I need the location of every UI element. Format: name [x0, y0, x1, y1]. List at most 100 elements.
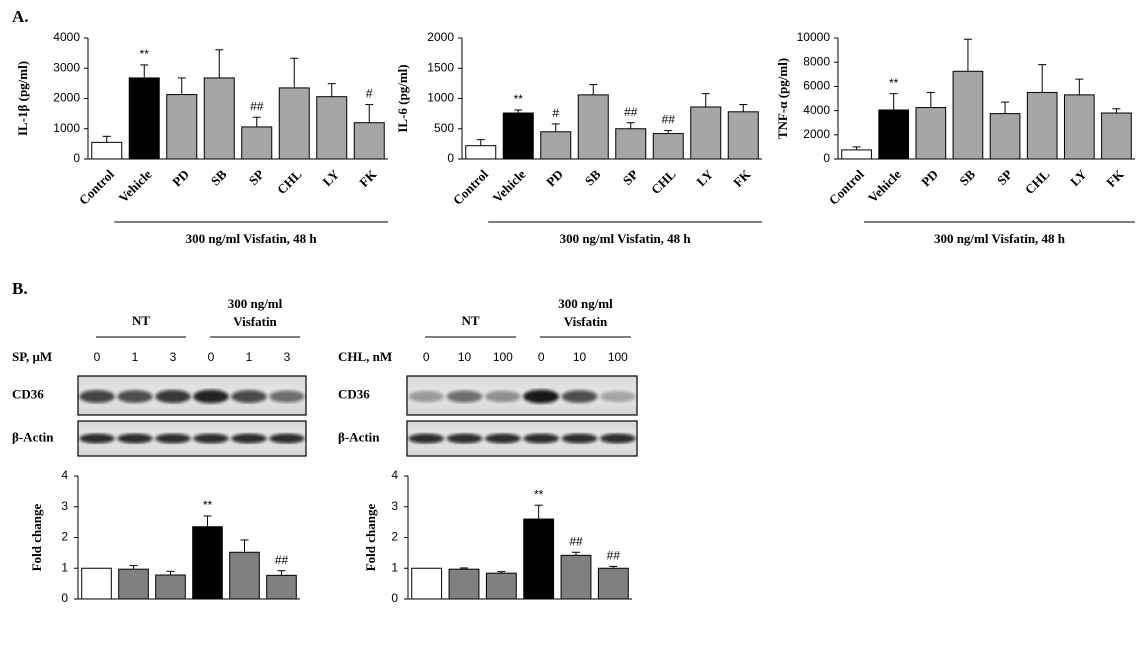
y-tick-label: 8000 — [803, 54, 830, 68]
blot-band — [446, 390, 483, 403]
significance-label: # — [366, 87, 373, 101]
blot-band — [117, 390, 153, 403]
x-tick-label: FK — [356, 166, 380, 190]
blot-label: CD36 — [338, 386, 370, 401]
significance-label: ** — [140, 47, 150, 61]
blot-image — [406, 375, 638, 416]
group-label: 300 ng/ml Visfatin, 48 h — [186, 231, 318, 246]
group-label: 300 ng/ml Visfatin, 48 h — [934, 231, 1066, 246]
group-label: NT — [461, 313, 479, 328]
y-tick-label: 3 — [61, 499, 68, 513]
blot-label: β-Actin — [338, 429, 380, 444]
blot-band — [269, 390, 305, 403]
y-axis-label: Fold change — [29, 504, 44, 572]
bar — [502, 112, 534, 160]
group-label: NT — [132, 313, 150, 328]
blot-band — [193, 389, 229, 404]
blot-label: β-Actin — [12, 429, 54, 444]
significance-label: ** — [203, 498, 213, 512]
y-tick-label: 0 — [447, 151, 454, 165]
significance-label: # — [552, 106, 559, 120]
bar — [118, 568, 149, 600]
x-tick-label: SB — [208, 166, 230, 188]
y-tick-label: 6000 — [803, 79, 830, 93]
y-axis-label: Fold change — [363, 504, 378, 572]
y-tick-label: 2 — [391, 530, 398, 544]
blot-band — [599, 433, 636, 444]
x-tick-label: FK — [730, 166, 754, 190]
bar — [841, 149, 872, 160]
bar — [1101, 112, 1132, 160]
bar — [485, 572, 517, 600]
x-tick-label: SB — [582, 166, 604, 188]
bar — [878, 109, 910, 160]
y-tick-label: 0 — [73, 151, 80, 165]
y-tick-label: 10000 — [797, 30, 831, 44]
bar — [540, 131, 572, 160]
bar — [577, 94, 609, 160]
significance-label: ## — [250, 99, 264, 113]
bar — [266, 574, 297, 600]
y-tick-label: 3 — [391, 499, 398, 513]
lane-label: 100 — [608, 350, 628, 364]
bar — [278, 87, 310, 160]
blot-band — [79, 390, 115, 403]
lane-label: 1 — [132, 350, 139, 364]
bar — [1026, 91, 1058, 160]
bar — [690, 106, 722, 160]
y-tick-label: 0 — [823, 151, 830, 165]
bar — [241, 126, 273, 160]
x-tick-label: Control — [450, 166, 491, 207]
lane-label: 0 — [423, 350, 430, 364]
significance-label: ** — [534, 487, 544, 501]
panel-label: A. — [12, 7, 29, 26]
x-tick-label: FK — [1103, 166, 1127, 190]
group-label: 300 ng/ml — [558, 296, 613, 311]
y-tick-label: 1500 — [427, 60, 454, 74]
bar — [91, 141, 123, 160]
blot-band — [446, 433, 483, 444]
blot-band — [523, 389, 560, 404]
x-tick-label: SP — [994, 167, 1015, 188]
bar — [448, 568, 480, 600]
y-tick-label: 0 — [61, 591, 68, 605]
bar — [411, 567, 443, 600]
group-label: 300 ng/ml — [228, 296, 283, 311]
x-tick-label: CHL — [274, 166, 305, 197]
bar — [615, 128, 647, 160]
significance-label: ## — [662, 113, 676, 127]
y-axis-label: IL-1β (pg/ml) — [15, 61, 30, 136]
bar — [81, 567, 112, 600]
y-tick-label: 1000 — [53, 121, 80, 135]
lane-label: 10 — [458, 350, 472, 364]
bar — [727, 111, 759, 160]
bar — [465, 145, 497, 160]
blot-band — [155, 433, 191, 444]
blot-band — [599, 390, 636, 403]
x-tick-label: Vehicle — [490, 166, 529, 205]
x-axis-label: CHL, nM — [338, 349, 392, 364]
blot-band — [269, 433, 305, 444]
bar — [192, 526, 223, 600]
x-tick-label: CHL — [1022, 166, 1053, 197]
bar — [652, 133, 684, 160]
y-tick-label: 1 — [61, 560, 68, 574]
lane-label: 100 — [493, 350, 513, 364]
y-tick-label: 4 — [391, 468, 398, 482]
y-tick-label: 1 — [391, 560, 398, 574]
significance-label: ## — [624, 105, 638, 119]
blot-band — [231, 433, 267, 444]
y-tick-label: 2000 — [803, 127, 830, 141]
y-tick-label: 4000 — [53, 30, 80, 44]
x-tick-label: LY — [693, 166, 716, 189]
y-axis-label: TNF-α (pg/ml) — [775, 58, 790, 139]
blot-image — [77, 375, 307, 416]
significance-label: ## — [607, 549, 621, 563]
x-tick-label: Vehicle — [865, 166, 904, 205]
bar — [316, 96, 348, 160]
blot-band — [231, 390, 267, 403]
group-label: 300 ng/ml Visfatin, 48 h — [560, 231, 692, 246]
x-tick-label: PD — [169, 167, 192, 190]
y-tick-label: 2 — [61, 530, 68, 544]
